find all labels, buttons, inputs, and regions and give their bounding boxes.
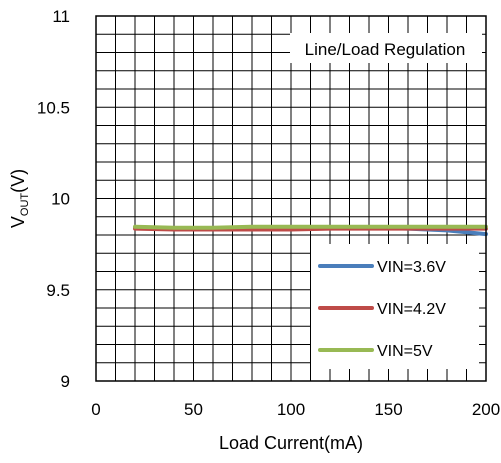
y-tick-label: 9 [61, 372, 70, 391]
x-axis-title: Load Current(mA) [219, 433, 363, 453]
annotation: Line/Load Regulation [290, 33, 482, 63]
x-tick-label: 150 [374, 400, 402, 419]
y-tick-label: 11 [52, 7, 70, 26]
legend: VIN=3.6V VIN=4.2V VIN=5V [311, 244, 479, 369]
annotation-background [290, 33, 482, 63]
plot-border [95, 15, 487, 382]
legend-label-3: VIN=5V [377, 343, 433, 360]
series-line-3 [133, 224, 488, 230]
legend-label-2: VIN=4.2V [377, 301, 446, 318]
y-axis-title-suffix: (V) [8, 169, 28, 193]
legend-label-1: VIN=3.6V [377, 259, 446, 276]
x-tick-label: 200 [472, 400, 500, 419]
x-tick-label: 50 [184, 400, 203, 419]
x-tick-label: 0 [91, 400, 100, 419]
y-axis-title: VOUT(V) [8, 169, 31, 228]
y-axis-ticks: 9 9.5 10 10.5 11 [37, 7, 70, 391]
annotation-text: Line/Load Regulation [305, 40, 466, 59]
y-axis-title-subscript: OUT [19, 193, 31, 217]
y-tick-label: 10.5 [37, 98, 70, 117]
y-tick-label: 9.5 [46, 281, 70, 300]
x-axis-ticks: 0 50 100 150 200 [91, 400, 500, 419]
x-tick-label: 100 [277, 400, 305, 419]
y-axis-title-main: V [8, 216, 28, 228]
y-tick-label: 10 [51, 190, 70, 209]
series-lines [133, 224, 488, 237]
